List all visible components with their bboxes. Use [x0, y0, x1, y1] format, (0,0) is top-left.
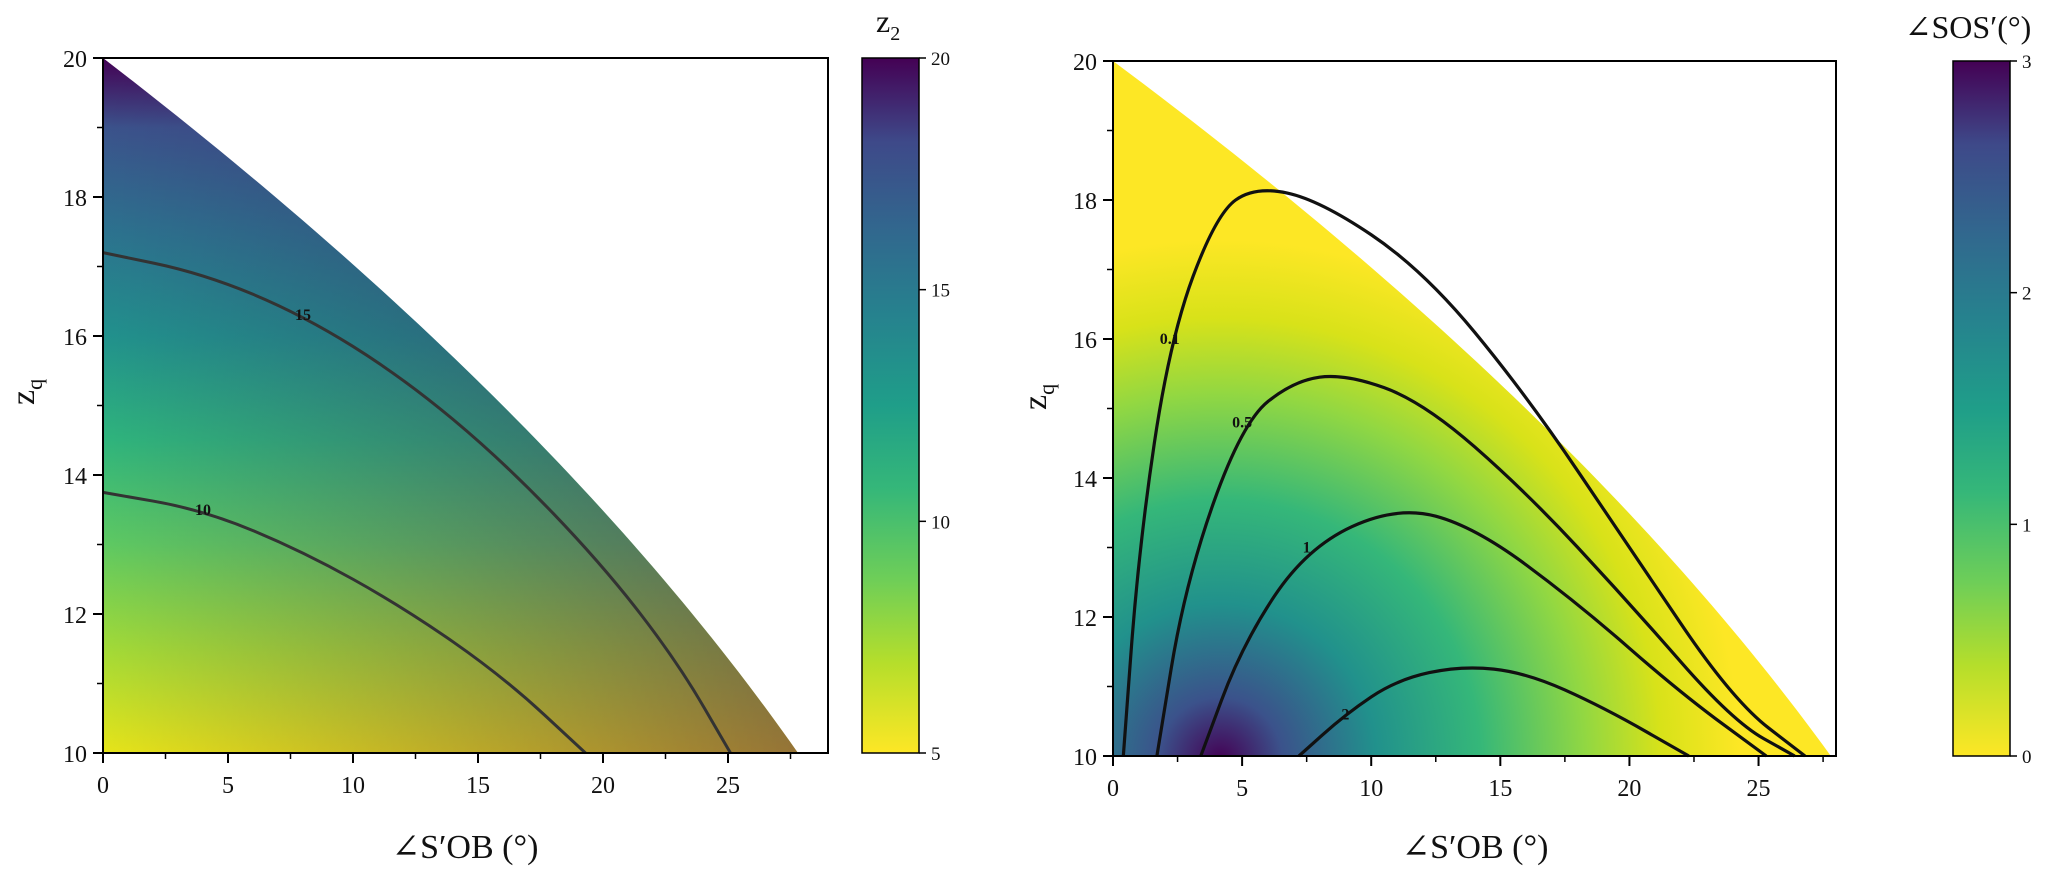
y-tick-label: 12 — [1073, 606, 1097, 632]
y-tick-label: 10 — [63, 742, 87, 768]
right-x-axis-ticks: 0 5 10 15 20 25 — [1107, 756, 1824, 802]
contour-label-15: 15 — [295, 307, 311, 324]
y-tick-label: 16 — [63, 325, 87, 351]
y-tick-label: 10 — [1073, 745, 1097, 771]
x-tick-label: 15 — [466, 773, 490, 799]
y-tick-label: 12 — [63, 603, 87, 629]
x-tick-label: 15 — [1488, 776, 1512, 802]
colorbar-tick-label: 3 — [2022, 52, 2032, 73]
right-x-axis-label: ∠S′OB (°) — [1402, 829, 1549, 866]
colorbar-tick-label: 10 — [931, 512, 950, 533]
right-y-axis-label: zq — [1017, 384, 1059, 410]
colorbar-tick-label: 20 — [931, 49, 950, 70]
colorbar-tick-label: 5 — [931, 744, 941, 765]
contour-line-0.5 — [1155, 374, 1796, 758]
colorbar-tick-label: 0 — [2022, 747, 2032, 768]
left-colorbar — [861, 57, 920, 754]
contour-line-2 — [1297, 666, 1690, 758]
left-colorbar-ticks: 5 10 15 20 — [919, 49, 950, 765]
left-y-axis-label: zq — [5, 379, 47, 405]
colorbar-tick-label: 15 — [931, 281, 950, 302]
x-tick-label: 10 — [341, 773, 365, 799]
y-tick-label: 14 — [63, 464, 87, 490]
left-x-axis-ticks: 0 5 10 15 20 25 — [97, 753, 792, 799]
right-heatmap-field — [1113, 61, 1831, 756]
contour-label-0.5: 0.5 — [1232, 414, 1252, 431]
contour-label-1: 1 — [1303, 540, 1311, 557]
x-tick-label: 25 — [1747, 776, 1771, 802]
y-tick-label: 14 — [1073, 467, 1097, 493]
right-contours: 0.1 0.5 1 2 — [1121, 189, 1806, 758]
left-x-axis-label: ∠S′OB (°) — [392, 829, 539, 866]
x-tick-label: 5 — [222, 773, 234, 799]
y-tick-label: 20 — [1073, 50, 1097, 76]
contour-line-15 — [102, 251, 732, 754]
colorbar-tick-label: 2 — [2022, 284, 2032, 305]
right-colorbar-ticks: 0 1 2 3 — [2010, 52, 2032, 768]
y-tick-label: 20 — [63, 47, 87, 73]
contour-line-0.1 — [1121, 189, 1806, 758]
x-tick-label: 5 — [1236, 776, 1248, 802]
left-heatmap-edge-shading — [103, 58, 798, 753]
contour-line-10 — [102, 490, 587, 755]
contour-label-0.1: 0.1 — [1160, 331, 1180, 348]
x-tick-label: 10 — [1359, 776, 1383, 802]
x-tick-label: 25 — [716, 773, 740, 799]
left-colorbar-title: z2 — [876, 3, 900, 45]
right-colorbar — [1952, 60, 2011, 757]
colorbar-tick-label: 1 — [2022, 515, 2032, 536]
y-tick-label: 18 — [1073, 189, 1097, 215]
y-tick-label: 16 — [1073, 328, 1097, 354]
x-tick-label: 0 — [1107, 776, 1119, 802]
x-tick-label: 0 — [97, 773, 109, 799]
right-y-axis-ticks: 10 12 14 16 18 20 — [1073, 50, 1113, 771]
contour-label-2: 2 — [1341, 706, 1349, 723]
contour-label-10: 10 — [195, 502, 211, 519]
y-tick-label: 18 — [63, 186, 87, 212]
x-tick-label: 20 — [591, 773, 615, 799]
x-tick-label: 20 — [1617, 776, 1641, 802]
left-y-axis-ticks: 10 12 14 16 18 20 — [63, 47, 103, 768]
right-colorbar-title: ∠SOS′(°) — [1905, 9, 2032, 45]
contour-line-1 — [1199, 511, 1768, 758]
